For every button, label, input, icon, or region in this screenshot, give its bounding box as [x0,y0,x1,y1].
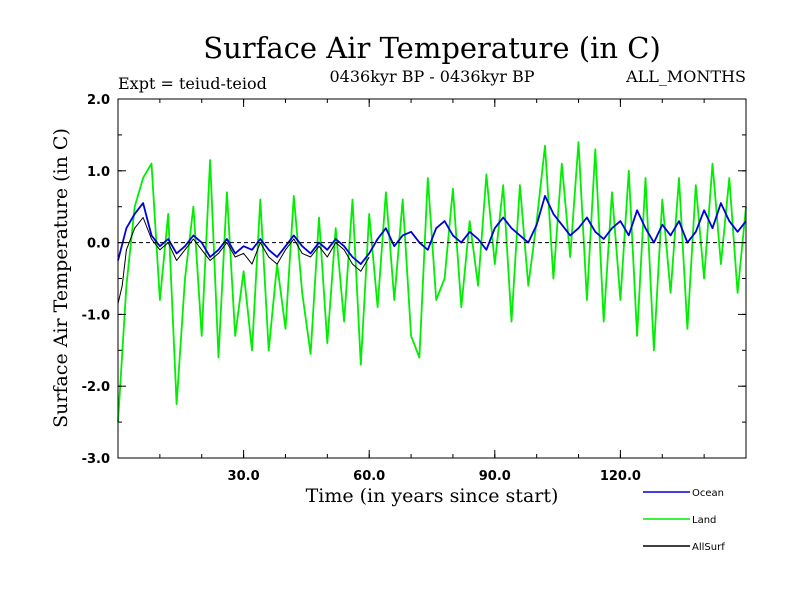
y-axis: 2.0 1.0 0.0 -1.0 -2.0 -3.0 [82,93,746,467]
y-tick-label: -2.0 [82,380,110,395]
x-axis: 30.0 60.0 90.0 120.0 [159,99,705,484]
plot-series-group [117,141,747,423]
chart-title: Surface Air Temperature (in C) [203,31,661,65]
experiment-label: Expt = teiud-teiod [118,74,267,93]
y-tick-label: 0.0 [87,237,110,252]
y-tick-label: -3.0 [82,452,110,467]
months-label: ALL_MONTHS [625,67,746,86]
period-label: 0436kyr BP - 0436kyr BP [330,67,535,86]
x-axis-label: Time (in years since start) [306,485,559,507]
x-tick-label: 60.0 [353,469,385,484]
x-tick-label: 120.0 [600,469,641,484]
legend-label-ocean: Ocean [692,488,724,499]
legend-label-allsurf: AllSurf [692,542,725,553]
x-tick-label: 30.0 [228,469,260,484]
legend: Ocean Land AllSurf [643,488,725,553]
y-tick-label: 1.0 [87,165,110,180]
series-line-allsurf [117,217,370,304]
series-line-ocean [117,194,747,266]
y-axis-label: Surface Air Temperature (in C) [50,128,72,428]
x-tick-label: 90.0 [479,469,511,484]
legend-label-land: Land [692,515,716,526]
y-tick-label: 2.0 [87,93,110,108]
y-tick-label: -1.0 [82,308,110,323]
